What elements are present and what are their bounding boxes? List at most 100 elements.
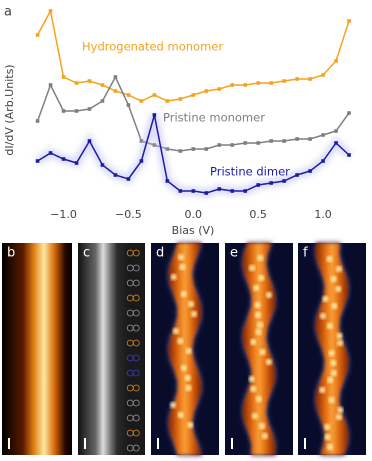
data-point xyxy=(100,83,105,87)
bright-spot xyxy=(178,254,185,260)
data-point xyxy=(269,139,273,143)
bright-spot xyxy=(170,274,177,280)
x-tick-label: −0.5 xyxy=(115,208,142,221)
data-point xyxy=(256,81,260,85)
data-point xyxy=(230,143,235,147)
panel-label: b xyxy=(7,246,15,261)
bright-spot xyxy=(330,360,337,366)
data-point xyxy=(100,163,105,167)
data-point xyxy=(165,147,170,151)
image-panels: b c d e f xyxy=(2,243,366,455)
panel-label: e xyxy=(230,246,238,261)
data-point xyxy=(217,87,222,91)
bright-spot xyxy=(177,412,184,418)
x-tick-label: 1.0 xyxy=(314,208,332,221)
bright-spot xyxy=(331,303,338,309)
data-point xyxy=(178,149,183,153)
bright-spot xyxy=(327,377,334,383)
data-point xyxy=(178,189,183,193)
bright-spot xyxy=(180,291,187,297)
bright-spot xyxy=(180,365,187,371)
data-point xyxy=(321,133,325,137)
data-point xyxy=(269,81,273,85)
data-point xyxy=(347,19,351,23)
data-point xyxy=(295,173,299,177)
data-point xyxy=(165,179,170,183)
atom-model xyxy=(132,339,140,347)
bright-spot xyxy=(191,311,198,317)
plot-area: −1.0 −0.5 0.0 0.5 1.0 Hydrogenated monomer Pri… xyxy=(35,8,353,221)
data-point xyxy=(126,93,131,97)
atom-model xyxy=(132,414,140,422)
bright-spot xyxy=(320,313,327,319)
y-axis-label: dI/dV (Arb.Units) xyxy=(3,64,16,155)
bright-spot xyxy=(330,276,337,282)
data-point xyxy=(334,129,338,133)
bright-spot xyxy=(185,385,192,391)
data-point xyxy=(35,119,40,123)
data-point xyxy=(295,77,299,81)
series-label: Pristine monomer xyxy=(163,111,265,125)
bright-spot xyxy=(328,350,335,356)
bright-spot xyxy=(255,329,262,335)
bright-spot xyxy=(335,266,342,272)
atom-model xyxy=(132,369,140,377)
bright-spot xyxy=(265,292,272,298)
data-point xyxy=(230,189,235,193)
data-point xyxy=(321,73,325,77)
bright-spot xyxy=(259,349,266,355)
bright-spot xyxy=(335,414,342,420)
data-point xyxy=(61,157,66,161)
data-point xyxy=(126,177,131,181)
bright-spot xyxy=(322,296,329,302)
atom-model xyxy=(132,264,140,272)
data-point xyxy=(165,99,170,103)
data-point xyxy=(126,103,131,107)
atom-model xyxy=(132,429,140,437)
data-point xyxy=(48,83,53,87)
data-point xyxy=(282,79,286,83)
data-point xyxy=(282,179,286,183)
data-point xyxy=(113,173,118,177)
bright-spot xyxy=(327,444,334,450)
series-label: Pristine dimer xyxy=(210,165,290,179)
bright-spot xyxy=(250,386,257,392)
x-axis-label: Bias (V) xyxy=(172,224,215,237)
atom-model xyxy=(132,309,140,317)
data-point xyxy=(152,113,157,117)
bright-spot xyxy=(265,359,272,365)
data-point xyxy=(61,75,66,79)
panel-label: d xyxy=(156,246,164,261)
data-point xyxy=(74,109,79,113)
data-point xyxy=(48,9,53,13)
data-point xyxy=(256,183,260,187)
x-tick-label: 0.0 xyxy=(185,208,203,221)
data-point xyxy=(269,181,273,185)
series-label: Hydrogenated monomer xyxy=(82,40,223,54)
x-tick-label: 0.5 xyxy=(249,208,267,221)
bright-spot xyxy=(330,370,337,376)
bright-spot xyxy=(251,413,258,419)
data-point xyxy=(152,93,157,97)
data-point xyxy=(139,99,144,103)
data-point xyxy=(100,99,105,103)
data-point xyxy=(321,159,325,163)
bright-spot xyxy=(185,348,192,354)
bright-spot xyxy=(261,433,268,439)
data-point xyxy=(74,81,79,85)
data-point xyxy=(347,111,351,115)
data-point xyxy=(243,189,248,193)
bright-spot xyxy=(337,407,344,413)
data-point xyxy=(35,159,40,163)
bright-spot xyxy=(254,302,261,308)
bright-spot xyxy=(177,338,184,344)
data-point xyxy=(87,139,92,143)
data-point xyxy=(35,33,40,37)
atom-model xyxy=(132,384,140,392)
data-point xyxy=(256,141,260,145)
molecule-band xyxy=(168,243,202,455)
bright-spot xyxy=(324,434,331,440)
line-glow xyxy=(35,113,353,198)
data-point xyxy=(230,83,235,87)
data-point xyxy=(308,169,312,173)
